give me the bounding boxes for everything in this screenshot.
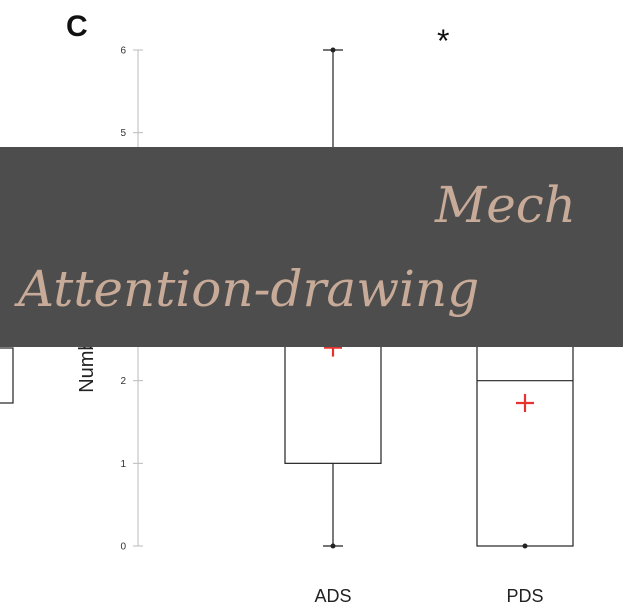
max-point bbox=[330, 47, 336, 53]
min-point bbox=[330, 543, 336, 549]
y-tick-label: 6 bbox=[120, 46, 126, 57]
y-tick-label: 0 bbox=[120, 542, 126, 553]
x-category-label: ADS bbox=[314, 586, 351, 606]
min-point bbox=[522, 543, 528, 549]
left-partial-box bbox=[0, 347, 14, 404]
panel-label: C bbox=[66, 10, 88, 43]
banner-title-line2: Attention-drawing bbox=[18, 260, 480, 318]
y-tick-label: 1 bbox=[120, 459, 126, 470]
overlay-banner: Mech Attention-drawing bbox=[0, 147, 623, 347]
y-tick-label: 5 bbox=[120, 128, 126, 139]
y-tick-label: 2 bbox=[120, 376, 126, 387]
significance-marker: * bbox=[437, 23, 449, 59]
x-category-label: PDS bbox=[506, 586, 543, 606]
banner-title-line1: Mech bbox=[435, 176, 576, 234]
